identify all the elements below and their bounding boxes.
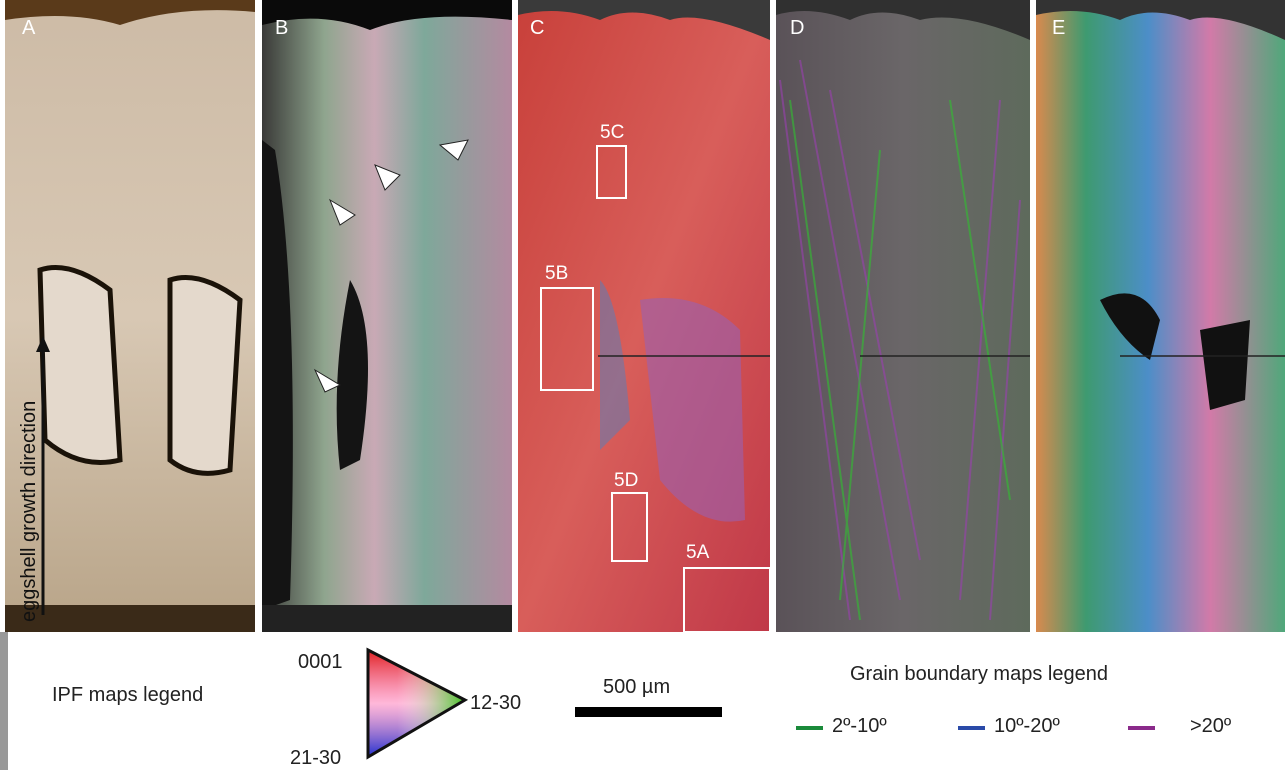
panel-image — [262, 0, 512, 632]
figure: A B C D E 5C 5B 5D 5A eggshell growth di… — [0, 0, 1285, 770]
panel-label: C — [530, 17, 544, 39]
legend-title: Grain boundary maps legend — [850, 663, 1108, 685]
legend: IPF maps legend 0001 12-30 21-30 500 µm … — [0, 632, 1285, 770]
panel-edge — [262, 605, 512, 632]
region-label: 5C — [600, 122, 624, 143]
region-label: 5D — [614, 470, 638, 491]
ipf-corner: 12-30 — [470, 692, 521, 714]
region-label: 5B — [545, 263, 568, 284]
panel-image — [776, 0, 1030, 632]
panel-label: D — [790, 17, 804, 39]
scale-bar-label: 500 µm — [603, 676, 670, 698]
legend-item: >20º — [1190, 715, 1232, 737]
panel-image — [1036, 0, 1285, 632]
region-label: 5A — [686, 542, 710, 563]
ipf-corner: 21-30 — [290, 747, 341, 769]
legend-item: 2º-10º — [832, 715, 887, 737]
panel-label: A — [22, 17, 36, 39]
panels — [5, 0, 1285, 632]
legend-border — [0, 632, 8, 770]
panel-label: E — [1052, 17, 1065, 39]
legend-title: IPF maps legend — [52, 684, 203, 706]
axis-label: eggshell growth direction — [18, 401, 40, 622]
ipf-corner: 0001 — [298, 651, 343, 673]
scale-bar — [575, 707, 722, 717]
legend-item: 10º-20º — [994, 715, 1060, 737]
panel-label: B — [275, 17, 288, 39]
